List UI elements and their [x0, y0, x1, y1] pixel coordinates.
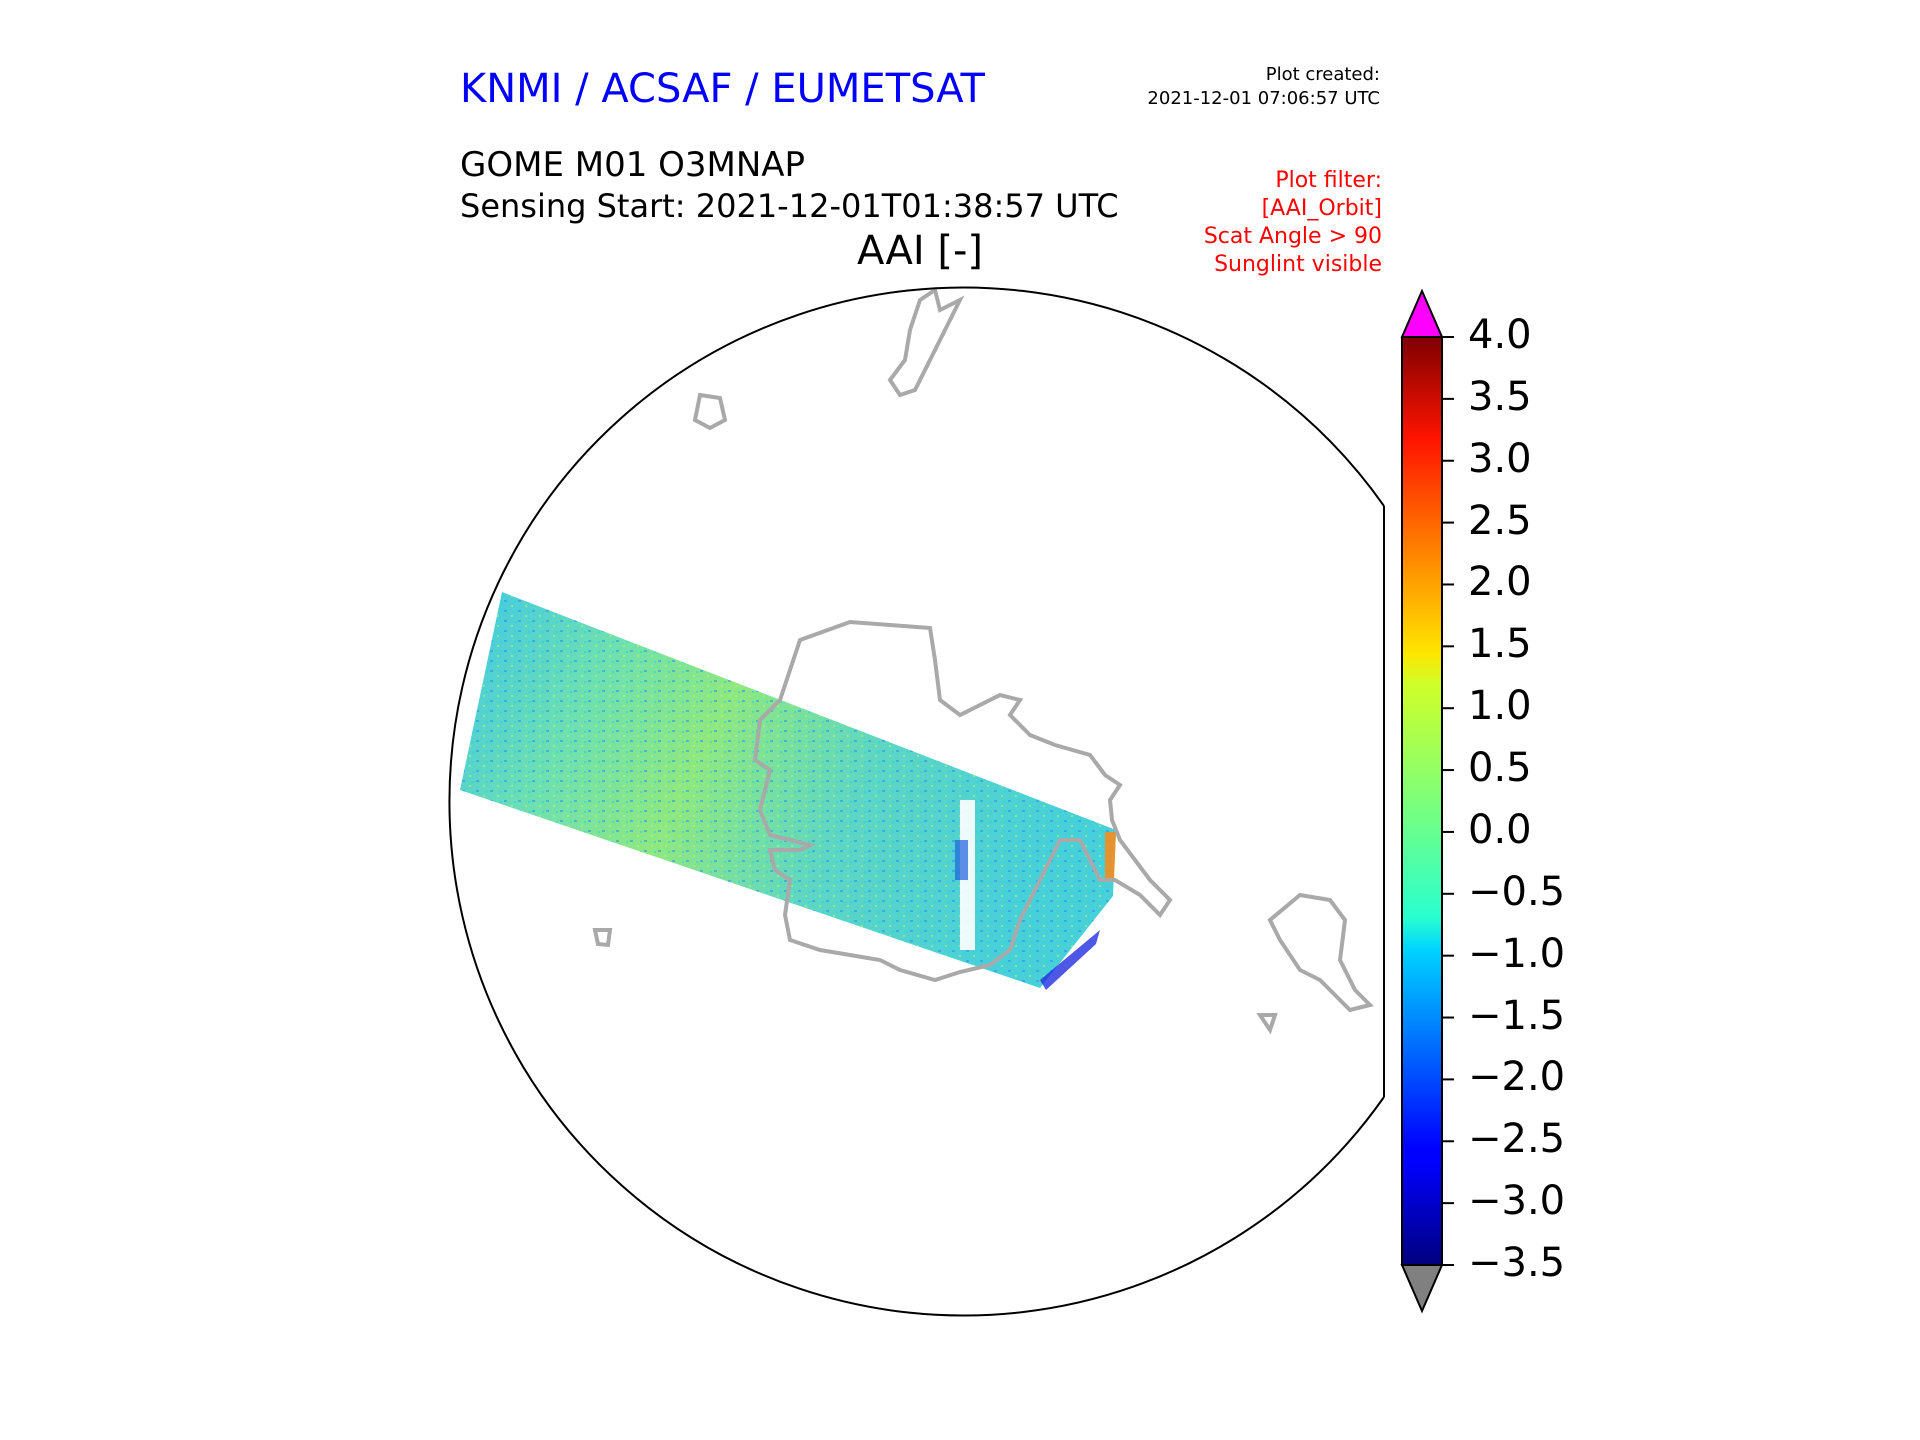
colorbar-tick-label: 3.0 — [1468, 435, 1532, 482]
colorbar-tick-label: −0.5 — [1468, 868, 1566, 915]
plot-created-label: Plot created: — [1265, 64, 1380, 85]
colorbar-tick-label: 0.0 — [1468, 806, 1532, 853]
colorbar-tick-label: −3.0 — [1468, 1178, 1566, 1225]
plot-filter-line: Plot filter: — [1275, 168, 1382, 193]
colorbar-tick-label: −2.0 — [1468, 1054, 1566, 1101]
coastlines — [592, 287, 1374, 1035]
colorbar-extend-max — [1400, 288, 1444, 338]
sensing-start: Sensing Start: 2021-12-01T01:38:57 UTC — [460, 187, 1119, 225]
colorbar-ticks — [1442, 336, 1454, 1266]
colorbar-tick-label: 2.0 — [1468, 559, 1532, 606]
colorbar-gradient — [1401, 336, 1443, 1266]
colorbar-tick-label: −1.5 — [1468, 992, 1566, 1039]
colorbar-tick-label: 0.5 — [1468, 745, 1532, 792]
provider-title: KNMI / ACSAF / EUMETSAT — [460, 66, 985, 112]
product-title: GOME M01 O3MNAP — [460, 145, 806, 185]
colorbar-tick-label: 1.5 — [1468, 621, 1532, 668]
colorbar-tick-label: 4.0 — [1468, 312, 1532, 358]
aai-swath — [460, 592, 1116, 990]
colorbar-extend-min — [1400, 1264, 1444, 1314]
variable-title: AAI [-] — [857, 228, 983, 274]
plot-filter-line: [AAI_Orbit] — [1261, 196, 1382, 221]
colorbar-tick-label: 2.5 — [1468, 497, 1532, 544]
colorbar-tick-label: −2.5 — [1468, 1116, 1566, 1163]
colorbar-tick-label: 1.0 — [1468, 683, 1532, 730]
plot-filter-line: Scat Angle > 90 — [1203, 224, 1382, 249]
colorbar-tick-label: −1.0 — [1468, 930, 1566, 977]
colorbar — [1400, 288, 1454, 1314]
plot-filter-line: Sunglint visible — [1214, 252, 1382, 277]
colorbar-tick-label: −3.5 — [1468, 1240, 1566, 1286]
plot-created-value: 2021-12-01 07:06:57 UTC — [1147, 88, 1380, 109]
globe — [448, 286, 1385, 1317]
colorbar-tick-label: 3.5 — [1468, 373, 1532, 420]
